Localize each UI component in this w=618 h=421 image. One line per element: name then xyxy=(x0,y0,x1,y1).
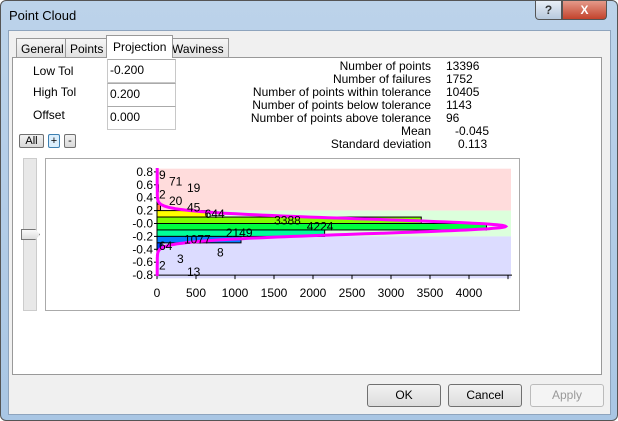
histogram-chart: 0.8 0.6 0.4 0.2 -0.0 -0.2 -0.4 -0.6 -0.8 0 500 1000… xyxy=(45,158,520,311)
x-tick-label: 3500 xyxy=(417,286,444,300)
bar-label: 2149 xyxy=(226,226,253,240)
close-button[interactable]: X xyxy=(562,1,607,20)
y-tick-label: 0.8 xyxy=(136,165,153,179)
stat-value: 1752 xyxy=(446,72,473,86)
cancel-button[interactable]: Cancel xyxy=(448,384,522,407)
y-tick-label: -0.6 xyxy=(132,255,153,269)
offset-input[interactable]: 0.000 xyxy=(107,106,176,130)
window-title: Point Cloud xyxy=(9,8,77,23)
x-tick-label: 0 xyxy=(154,286,161,300)
bar-label: 3 xyxy=(177,252,184,266)
stat-label: Number of points above tolerance xyxy=(250,111,431,125)
stat-value: 1143 xyxy=(446,98,472,112)
zone-below xyxy=(157,236,511,279)
bar-label: 19 xyxy=(187,181,201,195)
y-tick-label: -0.8 xyxy=(132,268,153,282)
bar-label: 13 xyxy=(187,265,201,279)
ok-button[interactable]: OK xyxy=(367,384,441,407)
zoom-slider-thumb[interactable] xyxy=(21,229,40,240)
y-tick-label: -0.0 xyxy=(132,217,153,231)
bar-label: 45 xyxy=(187,200,201,214)
tab-waviness[interactable]: Waviness xyxy=(167,38,229,58)
stat-label: Number of points within tolerance xyxy=(252,85,431,99)
normal-fit-curve xyxy=(155,168,509,277)
y-tick-label: -0.4 xyxy=(132,242,153,256)
stat-label: Number of failures xyxy=(332,72,431,86)
x-tick-label: 3000 xyxy=(378,286,405,300)
zoom-out-button[interactable]: - xyxy=(64,134,76,148)
zoom-in-button[interactable]: + xyxy=(48,134,60,148)
stat-label: Number of points xyxy=(339,59,431,73)
bar-label: 20 xyxy=(169,194,183,208)
bar-label: 3388 xyxy=(274,213,301,227)
tab-general[interactable]: General xyxy=(16,38,69,58)
stat-label: Number of points below tolerance xyxy=(252,98,431,112)
y-tick-label: -0.2 xyxy=(132,229,153,243)
bar-label: 8 xyxy=(217,246,224,260)
x-tick-label: 1500 xyxy=(261,286,288,300)
offset-label: Offset xyxy=(33,108,65,122)
zoom-all-button[interactable]: All xyxy=(19,134,44,148)
tab-projection[interactable]: Projection xyxy=(106,35,174,58)
bar-label: 2 xyxy=(159,187,166,201)
bar-label: 2 xyxy=(159,258,166,272)
bar-label: 1077 xyxy=(184,233,211,247)
x-tick-label: 2500 xyxy=(339,286,366,300)
stat-value: 96 xyxy=(446,111,460,125)
x-tick-label: 2000 xyxy=(300,286,327,300)
tab-points[interactable]: Points xyxy=(65,38,109,58)
stat-value: 13396 xyxy=(446,59,480,73)
y-tick-label: 0.4 xyxy=(136,191,153,205)
stat-label: Standard deviation xyxy=(330,137,431,151)
apply-button: Apply xyxy=(530,384,604,407)
stat-value: 10405 xyxy=(446,85,480,99)
x-tick-label: 4000 xyxy=(456,286,483,300)
zone-above xyxy=(157,168,511,211)
x-tick-label: 1000 xyxy=(222,286,249,300)
histogram-svg: 0.80.60.40.2-0.0-0.2-0.4-0.6-0.80 500 1000… xyxy=(132,165,512,300)
high-tol-label: High Tol xyxy=(33,85,77,99)
bar-label: 644 xyxy=(205,207,225,221)
low-tol-label: Low Tol xyxy=(33,64,74,78)
stat-value: -0.045 xyxy=(455,124,490,138)
low-tol-input[interactable]: -0.200 xyxy=(107,59,176,83)
stat-value: 0.113 xyxy=(458,137,488,151)
bar-label: 4224 xyxy=(307,220,334,234)
y-tick-label: 0.2 xyxy=(136,204,153,218)
y-tick-label: 0.6 xyxy=(136,178,153,192)
x-tick-label: 500 xyxy=(186,286,206,300)
stat-label: Mean xyxy=(400,124,431,138)
bar-label: 64 xyxy=(159,239,173,253)
help-button[interactable]: ? xyxy=(535,1,562,20)
bar-label: 9 xyxy=(159,168,166,182)
bar-label: 71 xyxy=(169,175,183,189)
high-tol-input[interactable]: 0.200 xyxy=(107,83,176,107)
